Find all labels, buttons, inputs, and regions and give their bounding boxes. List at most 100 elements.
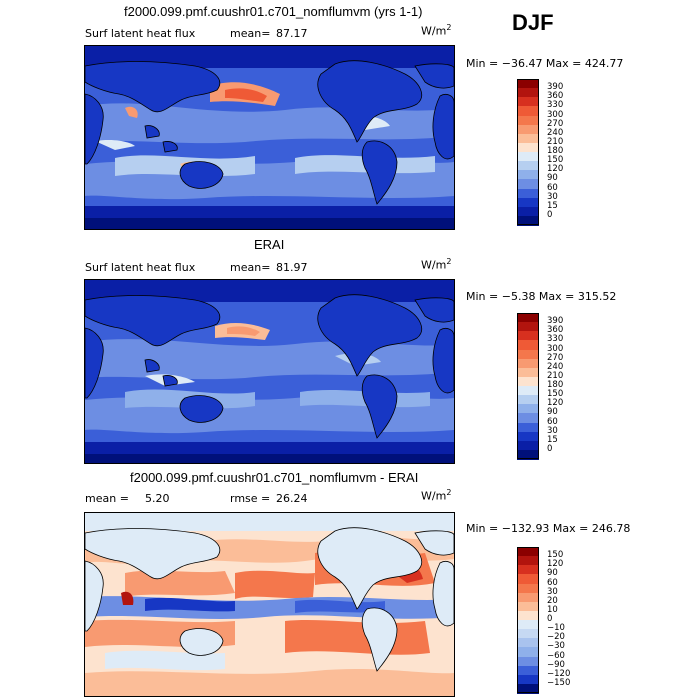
panel2-colorbar-tick: 150 <box>547 389 564 400</box>
panel2-colorbar-swatch <box>517 395 539 405</box>
panel3-colorbar-tick: −20 <box>547 632 565 643</box>
panel1-variable-label: Surf latent heat flux <box>85 27 196 40</box>
panel2-variable-label: Surf latent heat flux <box>85 261 196 274</box>
panel3-title: f2000.099.pmf.cuushr01.c701_nomflumvm - … <box>130 470 419 485</box>
panel2-map <box>84 279 455 464</box>
panel2-colorbar-swatch <box>517 376 539 387</box>
panel2-mean-label: mean= <box>230 261 271 274</box>
panel2-colorbar-tick: 300 <box>547 343 564 354</box>
panel2-colorbar-swatch <box>517 413 539 423</box>
panel2-colorbar-tick: 60 <box>547 416 558 427</box>
panel1-colorbar-tick: 210 <box>547 136 564 147</box>
panel3-colorbar-tick: −150 <box>547 677 571 688</box>
panel1-colorbar-swatch <box>517 106 539 116</box>
panel1-colorbar-swatch <box>517 179 539 189</box>
panel2-colorbar-swatch <box>517 449 539 460</box>
panel3-mean-label: mean = <box>85 492 129 505</box>
panel2-colorbar-tick: 210 <box>547 370 564 381</box>
panel2-colorbar-swatch <box>517 386 539 396</box>
panel2-colorbar-swatch <box>517 404 539 414</box>
panel3-colorbar-swatch <box>517 556 539 566</box>
panel3-colorbar-swatch <box>517 647 539 657</box>
panel1-colorbar <box>517 79 539 226</box>
panel1-colorbar-tick: 270 <box>547 118 564 129</box>
panel1-mean-value: 87.17 <box>276 27 308 40</box>
panel1-units: W/m2 <box>421 23 452 38</box>
panel1-colorbar-tick: 90 <box>547 173 558 184</box>
panel2-colorbar-tick: 360 <box>547 325 564 336</box>
panel3-colorbar-tick: −60 <box>547 650 565 661</box>
panel1-colorbar-tick: 360 <box>547 91 564 102</box>
panel1-map <box>84 45 455 230</box>
panel3-units: W/m2 <box>421 488 452 503</box>
panel1-title: f2000.099.pmf.cuushr01.c701_nomflumvm (y… <box>124 4 423 19</box>
panel1-colorbar-swatch <box>517 170 539 180</box>
panel1-colorbar-frame <box>517 79 539 225</box>
panel3-colorbar-tick: 150 <box>547 550 564 561</box>
panel2-colorbar-swatch <box>517 313 539 323</box>
panel2-colorbar-tick: 0 <box>547 443 553 454</box>
panel2-colorbar-tick: 30 <box>547 425 558 436</box>
panel3-colorbar-swatch <box>517 656 539 667</box>
panel2-colorbar-swatch <box>517 358 539 369</box>
panel3-rmse-label: rmse = <box>230 492 271 505</box>
panel1-colorbar-tick: 30 <box>547 191 558 202</box>
panel3-colorbar-swatch <box>517 683 539 694</box>
panel3-colorbar-tick: −120 <box>547 668 571 679</box>
panel3-colorbar-tick: 0 <box>547 614 553 624</box>
panel3-mean-value: 5.20 <box>145 492 170 505</box>
panel3-colorbar-tick: 60 <box>547 577 558 588</box>
panel1-map-svg <box>85 46 454 229</box>
panel3-colorbar-frame <box>517 547 539 693</box>
panel1-colorbar-tick: 330 <box>547 100 564 111</box>
panel3-colorbar-swatch <box>517 547 539 557</box>
panel2-colorbar-swatch <box>517 431 539 442</box>
panel2-units: W/m2 <box>421 257 452 272</box>
panel3-map <box>84 512 455 697</box>
panel2-colorbar-swatch <box>517 340 539 350</box>
panel3-colorbar-tick: 120 <box>547 559 564 570</box>
panel1-colorbar-swatch <box>517 79 539 89</box>
panel3-colorbar-swatch <box>517 583 539 594</box>
panel3-colorbar-tick: 90 <box>547 568 558 579</box>
panel3-rmse-value: 26.24 <box>276 492 308 505</box>
panel1-colorbar-swatch <box>517 115 539 126</box>
panel1-colorbar-tick: 240 <box>547 127 564 138</box>
panel2-colorbar-tick: 390 <box>547 316 564 327</box>
panel1-colorbar-tick: 390 <box>547 82 564 93</box>
panel3-colorbar-swatch <box>517 565 539 575</box>
panel3-colorbar-swatch <box>517 610 539 621</box>
panel1-colorbar-swatch <box>517 206 539 217</box>
panel1-colorbar-tick: 180 <box>547 146 564 156</box>
panel1-minmax: Min = −36.47 Max = 424.77 <box>466 57 624 70</box>
panel1-colorbar-tick: 120 <box>547 164 564 175</box>
panel2-map-svg <box>85 280 454 463</box>
panel1-colorbar-tick: 150 <box>547 155 564 166</box>
panel2-colorbar-tick: 120 <box>547 398 564 409</box>
panel2-colorbar-tick: 180 <box>547 380 564 390</box>
panel2-colorbar-swatch <box>517 331 539 341</box>
panel3-colorbar-swatch <box>517 629 539 639</box>
panel2-colorbar-tick: 240 <box>547 361 564 372</box>
panel3-colorbar <box>517 547 539 694</box>
panel3-colorbar-tick: −90 <box>547 659 565 670</box>
panel3-colorbar-swatch <box>517 665 539 676</box>
panel1-colorbar-swatch <box>517 161 539 171</box>
panel2-colorbar-frame <box>517 313 539 459</box>
panel2-minmax: Min = −5.38 Max = 315.52 <box>466 290 617 303</box>
panel2-colorbar-swatch <box>517 367 539 378</box>
panel3-colorbar-tick: 30 <box>547 586 558 597</box>
panel3-map-svg <box>85 513 454 696</box>
panel2-colorbar-swatch <box>517 322 539 332</box>
season-label: DJF <box>512 10 554 35</box>
panel1-colorbar-swatch <box>517 142 539 153</box>
panel3-colorbar-swatch <box>517 574 539 584</box>
panel2-colorbar-swatch <box>517 349 539 360</box>
panel1-colorbar-swatch <box>517 133 539 144</box>
panel3-colorbar-swatch <box>517 601 539 612</box>
panel1-colorbar-swatch <box>517 215 539 226</box>
panel2-colorbar-tick: 330 <box>547 334 564 345</box>
panel2-colorbar <box>517 313 539 460</box>
panel3-colorbar-tick: −10 <box>547 623 565 634</box>
panel1-mean-label: mean= <box>230 27 271 40</box>
